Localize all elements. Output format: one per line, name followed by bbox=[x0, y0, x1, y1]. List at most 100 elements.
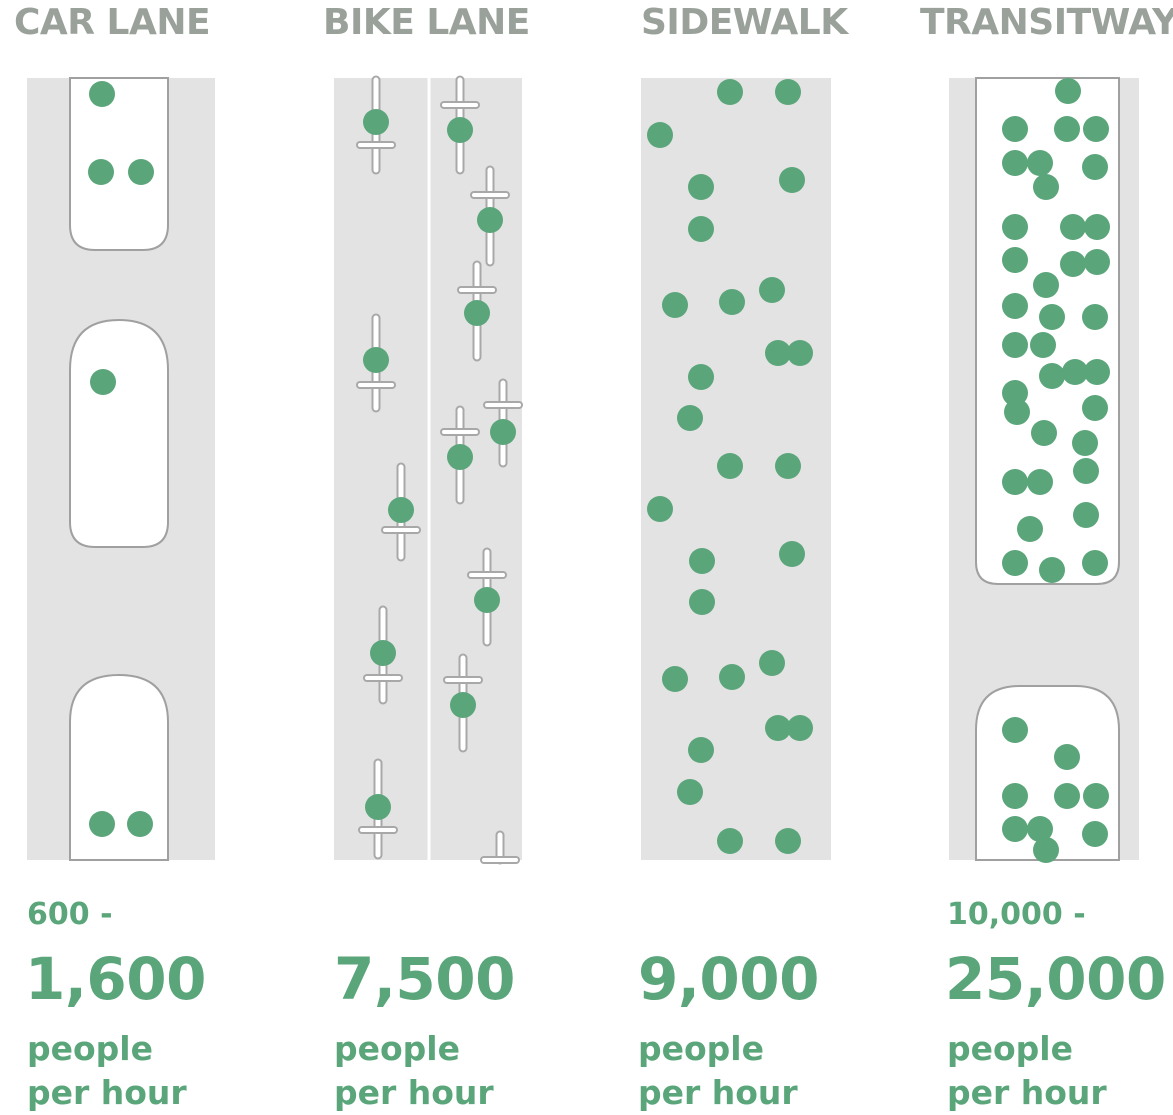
bike-capacity-value: 7,500 bbox=[334, 945, 515, 1013]
person-dot bbox=[363, 109, 389, 135]
person-dot bbox=[464, 300, 490, 326]
person-dot bbox=[1039, 304, 1065, 330]
person-dot bbox=[1084, 249, 1110, 275]
person-dot bbox=[447, 117, 473, 143]
bus-rider-dots bbox=[1002, 78, 1110, 863]
bike-capacity-unit: people per hour bbox=[334, 1027, 494, 1115]
person-dot bbox=[1084, 359, 1110, 385]
bus-icon bbox=[975, 77, 1120, 585]
person-dot bbox=[1002, 550, 1028, 576]
person-dot bbox=[759, 650, 785, 676]
person-dot bbox=[1083, 116, 1109, 142]
person-dot bbox=[1002, 116, 1028, 142]
person-dot bbox=[1082, 550, 1108, 576]
person-dot bbox=[1002, 469, 1028, 495]
person-dot bbox=[1002, 150, 1028, 176]
person-dot bbox=[677, 405, 703, 431]
person-dot bbox=[1002, 380, 1028, 406]
person-dot bbox=[1027, 150, 1053, 176]
car-lane-illustration bbox=[27, 77, 215, 861]
person-dot bbox=[1017, 516, 1043, 542]
person-dot bbox=[1039, 557, 1065, 583]
person-dot bbox=[1072, 430, 1098, 456]
unit-per-hour: per hour bbox=[947, 1073, 1107, 1112]
person-dot bbox=[1054, 744, 1080, 770]
unit-people: people bbox=[334, 1029, 460, 1068]
sidewalk-capacity-value: 9,000 bbox=[638, 945, 819, 1013]
person-dot bbox=[775, 828, 801, 854]
person-dot bbox=[689, 548, 715, 574]
person-dot bbox=[1033, 174, 1059, 200]
person-dot bbox=[717, 453, 743, 479]
person-dot bbox=[128, 159, 154, 185]
car-capacity-value: 1,600 bbox=[25, 945, 206, 1013]
person-dot bbox=[1060, 214, 1086, 240]
sidewalk-capacity-unit: people per hour bbox=[638, 1027, 798, 1115]
transitway-illustration bbox=[949, 77, 1139, 863]
person-dot bbox=[765, 715, 791, 741]
person-dot bbox=[450, 692, 476, 718]
person-dot bbox=[779, 167, 805, 193]
person-dot bbox=[1002, 783, 1028, 809]
person-dot bbox=[775, 79, 801, 105]
car-icon bbox=[69, 77, 169, 251]
person-dot bbox=[1060, 251, 1086, 277]
person-dot bbox=[719, 664, 745, 690]
person-dot bbox=[1082, 304, 1108, 330]
person-dot bbox=[1073, 458, 1099, 484]
person-dot bbox=[1082, 821, 1108, 847]
person-dot bbox=[370, 640, 396, 666]
person-dot bbox=[759, 277, 785, 303]
person-dot bbox=[1062, 359, 1088, 385]
unit-per-hour: per hour bbox=[334, 1073, 494, 1112]
car-capacity-range: 600 - bbox=[27, 897, 113, 932]
person-dot bbox=[787, 340, 813, 366]
person-dot bbox=[1002, 247, 1028, 273]
person-dot bbox=[688, 216, 714, 242]
unit-per-hour: per hour bbox=[27, 1073, 187, 1112]
person-dot bbox=[1039, 363, 1065, 389]
person-dot bbox=[1002, 717, 1028, 743]
person-dot bbox=[717, 828, 743, 854]
unit-people: people bbox=[638, 1029, 764, 1068]
person-dot bbox=[1055, 78, 1081, 104]
unit-per-hour: per hour bbox=[638, 1073, 798, 1112]
car-icon bbox=[69, 318, 169, 548]
person-dot bbox=[1030, 332, 1056, 358]
person-dot bbox=[490, 419, 516, 445]
person-dot bbox=[1033, 837, 1059, 863]
pedestrian-dots bbox=[647, 79, 813, 854]
person-dot bbox=[1027, 816, 1053, 842]
sidewalk-illustration bbox=[641, 78, 831, 860]
car-capacity-unit: people per hour bbox=[27, 1027, 187, 1115]
person-dot bbox=[477, 207, 503, 233]
bike-lane-title: BIKE LANE bbox=[323, 2, 530, 43]
person-dot bbox=[388, 497, 414, 523]
transit-capacity-unit: people per hour bbox=[947, 1027, 1107, 1115]
transit-capacity-value: 25,000 bbox=[945, 945, 1166, 1013]
person-dot bbox=[127, 811, 153, 837]
person-dot bbox=[689, 589, 715, 615]
sidewalk-title: SIDEWALK bbox=[641, 2, 848, 43]
person-dot bbox=[1004, 399, 1030, 425]
transit-capacity-range: 10,000 - bbox=[947, 897, 1086, 932]
person-dot bbox=[1002, 293, 1028, 319]
person-dot bbox=[647, 496, 673, 522]
person-dot bbox=[474, 587, 500, 613]
person-dot bbox=[1073, 502, 1099, 528]
person-dot bbox=[719, 289, 745, 315]
person-dot bbox=[1002, 816, 1028, 842]
person-dot bbox=[765, 340, 791, 366]
person-dot bbox=[1083, 783, 1109, 809]
person-dot bbox=[1033, 272, 1059, 298]
person-dot bbox=[89, 81, 115, 107]
bicycle-icon bbox=[480, 830, 520, 865]
person-dot bbox=[363, 347, 389, 373]
person-dot bbox=[1082, 154, 1108, 180]
person-dot bbox=[688, 174, 714, 200]
person-dot bbox=[90, 369, 116, 395]
person-dot bbox=[1084, 214, 1110, 240]
person-dot bbox=[688, 737, 714, 763]
person-dot bbox=[1002, 214, 1028, 240]
bicycle-icons bbox=[356, 75, 523, 865]
